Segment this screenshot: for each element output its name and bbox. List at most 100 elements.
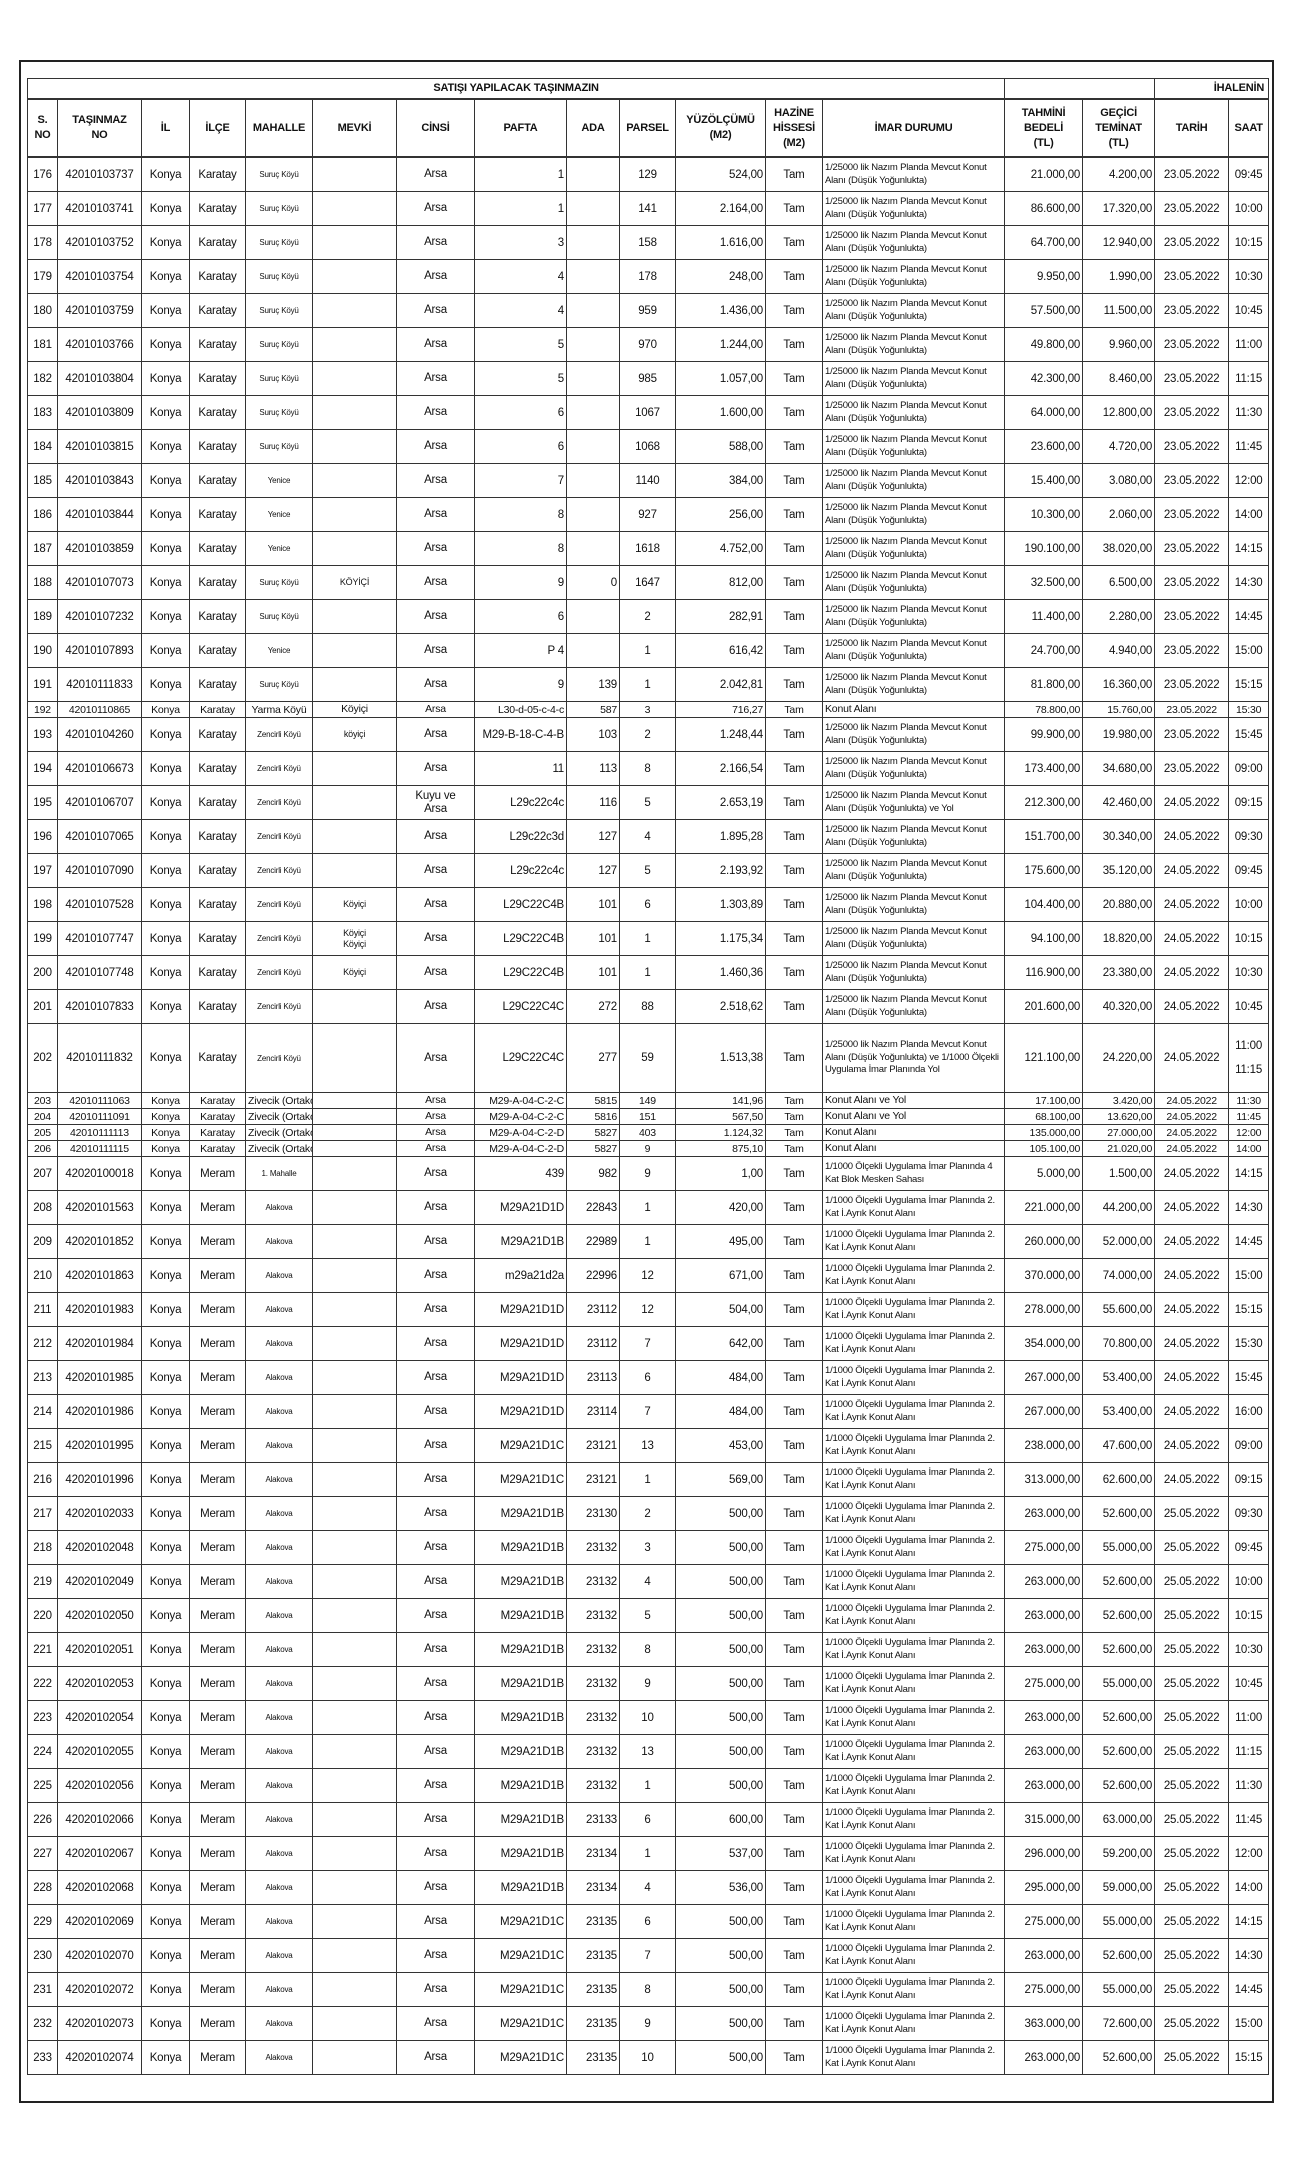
cell-ihale-tarihi: 23.05.2022: [1154, 751, 1230, 786]
cell-gecici-teminat: 8.460,00: [1082, 361, 1156, 396]
cell-il: Konya: [141, 191, 190, 226]
cell-il: Konya: [141, 225, 190, 260]
table-row: 221 42020102051 Konya Meram Alakova Arsa M29A2…: [27, 1632, 1270, 1667]
cell-ilce: Karatay: [189, 921, 246, 956]
cell-yuzolcumu: 1,00: [675, 1156, 766, 1191]
cell-pafta: 7: [474, 463, 567, 498]
table-row: 210 42020101863 Konya Meram Alakova Arsa m29a2…: [27, 1258, 1270, 1293]
cell-sira-no: 225: [27, 1768, 58, 1803]
cell-sira-no: 191: [27, 667, 58, 702]
cell-tahmini-bedel: 263.000,00: [1004, 1598, 1084, 1633]
cell-hazine-hissesi: Tam: [765, 1108, 823, 1125]
cell-sira-no: 232: [27, 2006, 58, 2041]
cell-sira-no: 214: [27, 1394, 58, 1429]
cell-mevki: [312, 293, 397, 328]
cell-mahalle: Zencirli Köyü: [245, 785, 313, 820]
cell-imar-durumu: 1/25000 lik Nazım Planda Mevcut Konut Al…: [821, 785, 1006, 820]
cell-imar-durumu: 1/1000 Ölçekli Uygulama İmar Planında 2.…: [821, 1428, 1006, 1463]
cell-ada: [566, 156, 620, 192]
cell-ada: 23135: [566, 1904, 620, 1939]
cell-yuzolcumu: 2.518,62: [675, 989, 766, 1024]
cell-imar-durumu: 1/25000 lik Nazım Planda Mevcut Konut Al…: [821, 463, 1006, 498]
cell-mevki: [312, 1124, 397, 1141]
cell-imar-durumu: 1/1000 Ölçekli Uygulama İmar Planında 2.…: [821, 1972, 1006, 2007]
cell-yuzolcumu: 1.057,00: [675, 361, 766, 396]
cell-tasinmaz-no: 42010103741: [57, 191, 142, 226]
cell-mahalle: Alakova: [245, 1972, 313, 2007]
cell-ilce: Karatay: [189, 819, 246, 854]
cell-gecici-teminat: 15.760,00: [1082, 701, 1156, 718]
cell-sira-no: 212: [27, 1326, 58, 1361]
cell-tasinmaz-no: 42020102072: [57, 1972, 142, 2007]
cell-pafta: M29A21D1D: [474, 1360, 567, 1395]
cell-hazine-hissesi: Tam: [765, 887, 823, 922]
cell-mahalle: Suruç Köyü: [245, 259, 313, 294]
cell-mevki: [312, 1904, 397, 1939]
cell-ada: [566, 395, 620, 430]
cell-imar-durumu: 1/25000 lik Nazım Planda Mevcut Konut Al…: [821, 225, 1006, 260]
cell-sira-no: 206: [27, 1140, 58, 1157]
cell-gecici-teminat: 52.600,00: [1082, 1938, 1156, 1973]
cell-sira-no: 228: [27, 1870, 58, 1905]
cell-ihale-tarihi: 25.05.2022: [1154, 1598, 1230, 1633]
cell-gecici-teminat: 27.000,00: [1082, 1124, 1156, 1141]
cell-tahmini-bedel: 5.000,00: [1004, 1156, 1084, 1191]
cell-ihale-saati: 14:15: [1228, 531, 1270, 566]
cell-sira-no: 184: [27, 429, 58, 464]
cell-sira-no: 187: [27, 531, 58, 566]
cell-mevki: [312, 1428, 397, 1463]
cell-ilce: Meram: [189, 1632, 246, 1667]
cell-tahmini-bedel: 190.100,00: [1004, 531, 1084, 566]
cell-gecici-teminat: 17.320,00: [1082, 191, 1156, 226]
cell-ihale-saati: 09:30: [1228, 1496, 1270, 1531]
cell-gecici-teminat: 52.600,00: [1082, 1700, 1156, 1735]
cell-cinsi: Arsa: [396, 1462, 475, 1497]
cell-mevki: [312, 599, 397, 634]
cell-cinsi: Arsa: [396, 361, 475, 396]
cell-sira-no: 220: [27, 1598, 58, 1633]
cell-ihale-tarihi: 25.05.2022: [1154, 1904, 1230, 1939]
cell-ihale-saati: 14:30: [1228, 565, 1270, 600]
cell-ada: 982: [566, 1156, 620, 1191]
cell-ihale-tarihi: 24.05.2022: [1154, 921, 1230, 956]
cell-tahmini-bedel: 49.800,00: [1004, 327, 1084, 362]
cell-parsel: 2: [619, 717, 676, 752]
cell-mahalle: Alakova: [245, 2040, 313, 2075]
cell-ilce: Karatay: [189, 463, 246, 498]
cell-cinsi: Arsa: [396, 1598, 475, 1633]
cell-parsel: 959: [619, 293, 676, 328]
cell-tasinmaz-no: 42020102073: [57, 2006, 142, 2041]
cell-gecici-teminat: 52.600,00: [1082, 1632, 1156, 1667]
cell-gecici-teminat: 47.600,00: [1082, 1428, 1156, 1463]
cell-ihale-saati: 15:15: [1228, 2040, 1270, 2075]
cell-ihale-tarihi: 25.05.2022: [1154, 1768, 1230, 1803]
cell-parsel: 8: [619, 1972, 676, 2007]
cell-gecici-teminat: 3.420,00: [1082, 1092, 1156, 1109]
cell-ihale-saati: 14:45: [1228, 1224, 1270, 1259]
cell-cinsi: Arsa: [396, 2040, 475, 2075]
cell-parsel: 9: [619, 1156, 676, 1191]
cell-ada: 103: [566, 717, 620, 752]
cell-tahmini-bedel: 57.500,00: [1004, 293, 1084, 328]
cell-gecici-teminat: 72.600,00: [1082, 2006, 1156, 2041]
cell-yuzolcumu: 500,00: [675, 2006, 766, 2041]
cell-parsel: 12: [619, 1258, 676, 1293]
cell-parsel: 9: [619, 1140, 676, 1157]
auction-title: İHALENİN: [1154, 78, 1270, 100]
cell-mahalle: Zivecik (Ortakonak): [245, 1140, 313, 1157]
cell-mevki: [312, 819, 397, 854]
cell-mahalle: Suruç Köyü: [245, 225, 313, 260]
cell-ada: 23121: [566, 1462, 620, 1497]
cell-ilce: Karatay: [189, 1124, 246, 1141]
cell-cinsi: Arsa: [396, 2006, 475, 2041]
cell-gecici-teminat: 1.500,00: [1082, 1156, 1156, 1191]
table-row: 191 42010111833 Konya Karatay Suruç Köyü Arsa…: [27, 667, 1270, 702]
cell-sira-no: 194: [27, 751, 58, 786]
cell-imar-durumu: 1/25000 lik Nazım Planda Mevcut Konut Al…: [821, 1023, 1006, 1093]
cell-pafta: 5: [474, 361, 567, 396]
cell-cinsi: Arsa: [396, 633, 475, 668]
cell-ilce: Meram: [189, 1156, 246, 1191]
cell-mahalle: Alakova: [245, 2006, 313, 2041]
cell-ihale-tarihi: 23.05.2022: [1154, 463, 1230, 498]
cell-mahalle: Alakova: [245, 1700, 313, 1735]
